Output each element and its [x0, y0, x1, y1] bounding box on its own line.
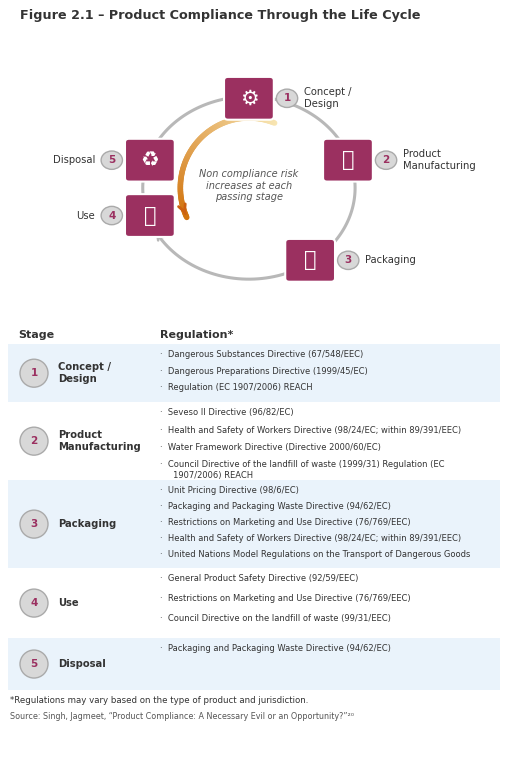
Text: ·  Council Directive on the landfill of waste (99/31/EEC): · Council Directive on the landfill of w…	[160, 614, 391, 623]
Circle shape	[20, 650, 48, 678]
Text: Figure 2.1 – Product Compliance Through the Life Cycle: Figure 2.1 – Product Compliance Through …	[20, 8, 421, 22]
Circle shape	[101, 151, 122, 169]
Text: Use: Use	[58, 598, 79, 608]
Text: *Regulations may vary based on the type of product and jurisdiction.: *Regulations may vary based on the type …	[10, 696, 308, 705]
Text: Concept /
Design: Concept / Design	[58, 363, 111, 384]
Text: ·  Unit Pricing Directive (98/6/EC): · Unit Pricing Directive (98/6/EC)	[160, 486, 299, 495]
Text: Regulation*: Regulation*	[160, 330, 233, 340]
Text: 🎁: 🎁	[304, 250, 316, 271]
Bar	[8, 638, 500, 690]
Text: ·  Seveso II Directive (96/82/EC): · Seveso II Directive (96/82/EC)	[160, 408, 294, 417]
Circle shape	[375, 151, 397, 169]
Text: Concept /
Design: Concept / Design	[304, 88, 352, 109]
Text: 5: 5	[30, 659, 38, 669]
Text: Packaging: Packaging	[365, 255, 416, 265]
Text: 3: 3	[30, 519, 38, 529]
Circle shape	[276, 89, 298, 107]
Text: Packaging: Packaging	[58, 519, 116, 529]
Text: Disposal: Disposal	[58, 659, 106, 669]
Circle shape	[337, 251, 359, 270]
Text: 4: 4	[30, 598, 38, 608]
Text: Stage: Stage	[18, 330, 54, 340]
Circle shape	[20, 510, 48, 538]
Text: 1: 1	[283, 93, 291, 104]
Text: Disposal: Disposal	[53, 155, 95, 165]
Text: ·  Dangerous Preparations Directive (1999/45/EC): · Dangerous Preparations Directive (1999…	[160, 367, 368, 376]
Circle shape	[20, 359, 48, 387]
Text: ♻: ♻	[141, 150, 159, 170]
Text: ·  Packaging and Packaging Waste Directive (94/62/EC): · Packaging and Packaging Waste Directiv…	[160, 644, 391, 653]
Text: Use: Use	[76, 210, 95, 220]
Text: ·  United Nations Model Regulations on the Transport of Dangerous Goods: · United Nations Model Regulations on th…	[160, 550, 470, 559]
Bar	[8, 344, 500, 402]
Text: ·  Dangerous Substances Directive (67/548/EEC): · Dangerous Substances Directive (67/548…	[160, 351, 363, 359]
Text: ·  Council Directive of the landfill of waste (1999/31) Regulation (EC
     1907: · Council Directive of the landfill of w…	[160, 460, 444, 479]
Text: 3: 3	[344, 255, 352, 265]
Text: ·  Health and Safety of Workers Directive (98/24/EC; within 89/391/EEC): · Health and Safety of Workers Directive…	[160, 425, 461, 434]
Circle shape	[20, 589, 48, 617]
Text: ⏰: ⏰	[144, 206, 156, 226]
Text: 🏭: 🏭	[342, 150, 354, 170]
Text: ·  Water Framework Directive (Directive 2000/60/EC): · Water Framework Directive (Directive 2…	[160, 443, 381, 452]
Text: 5: 5	[108, 155, 115, 165]
Bar	[8, 568, 500, 638]
Text: Product
Manufacturing: Product Manufacturing	[58, 431, 141, 452]
FancyBboxPatch shape	[125, 139, 175, 181]
FancyBboxPatch shape	[285, 239, 335, 282]
Text: ·  Restrictions on Marketing and Use Directive (76/769/EEC): · Restrictions on Marketing and Use Dire…	[160, 594, 410, 603]
Bar	[8, 480, 500, 568]
Text: 2: 2	[30, 436, 38, 447]
Text: ·  Restrictions on Marketing and Use Directive (76/769/EEC): · Restrictions on Marketing and Use Dire…	[160, 518, 410, 527]
FancyBboxPatch shape	[224, 77, 274, 120]
Text: Source: Singh, Jagmeet, “Product Compliance: A Necessary Evil or an Opportunity?: Source: Singh, Jagmeet, “Product Complia…	[10, 712, 354, 721]
Text: Non compliance risk
increases at each
passing stage: Non compliance risk increases at each pa…	[199, 169, 299, 202]
Text: 1: 1	[30, 368, 38, 378]
Text: ·  Regulation (EC 1907/2006) REACH: · Regulation (EC 1907/2006) REACH	[160, 383, 312, 392]
FancyBboxPatch shape	[125, 194, 175, 237]
Text: ·  Packaging and Packaging Waste Directive (94/62/EC): · Packaging and Packaging Waste Directiv…	[160, 502, 391, 511]
Text: 2: 2	[383, 155, 390, 165]
FancyBboxPatch shape	[323, 139, 373, 181]
Text: Product
Manufacturing: Product Manufacturing	[403, 149, 475, 171]
Text: ⚙: ⚙	[240, 88, 258, 108]
Circle shape	[20, 427, 48, 455]
Text: ·  General Product Safety Directive (92/59/EEC): · General Product Safety Directive (92/5…	[160, 574, 358, 583]
Text: 4: 4	[108, 210, 115, 220]
Circle shape	[101, 207, 122, 225]
Bar	[8, 402, 500, 480]
Text: ·  Health and Safety of Workers Directive (98/24/EC; within 89/391/EEC): · Health and Safety of Workers Directive…	[160, 534, 461, 543]
